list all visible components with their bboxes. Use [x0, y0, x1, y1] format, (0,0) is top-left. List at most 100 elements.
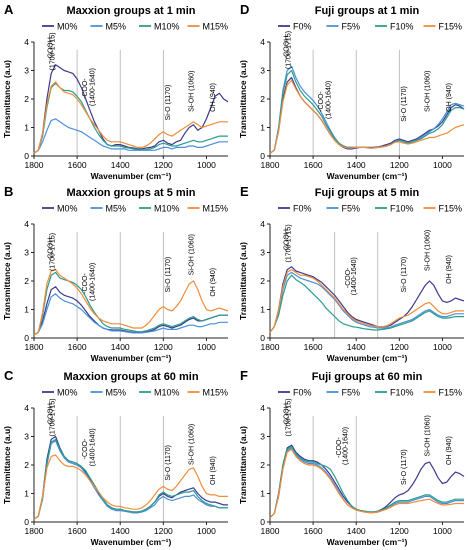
- peak-annotation: Si-O (1170): [165, 85, 172, 121]
- chart-title: Fuji groups at 5 min: [315, 187, 420, 199]
- legend-label: F15%: [439, 22, 463, 32]
- y-tick-label: 3: [24, 66, 29, 76]
- y-tick-label: 3: [260, 248, 265, 258]
- peak-annotation: Si-OH (1060): [425, 71, 432, 112]
- peak-annotation: (1400-1640): [325, 81, 332, 119]
- peak-annotation: -COO-: [345, 267, 352, 288]
- x-tick-label: 1400: [347, 342, 366, 352]
- peak-annotation: (1400-1640): [89, 428, 96, 466]
- peak-annotation: Si-O (1170): [401, 449, 408, 485]
- peak-annotation: -COO-: [82, 78, 89, 99]
- peak-annotation: OH (940): [446, 255, 453, 284]
- legend: F0% F5% F10% F15%: [278, 388, 462, 398]
- panel-letter: B: [4, 184, 13, 199]
- y-tick-label: 4: [24, 37, 29, 47]
- y-tick-label: 1: [24, 489, 29, 499]
- y-tick-label: 3: [260, 66, 265, 76]
- y-axis-label: Transmittance (a.u): [2, 426, 12, 504]
- chart-title: Fuji groups at 60 min: [312, 371, 423, 383]
- peak-annotation: -COO-: [82, 438, 89, 459]
- x-tick-label: 1000: [433, 526, 452, 536]
- legend-label: F10%: [390, 388, 414, 398]
- series-line-f15pct: [269, 79, 465, 154]
- peak-annotation: -COO-: [318, 91, 325, 112]
- x-tick-label: 1400: [347, 160, 366, 170]
- chart-title: Maxxion groups at 5 min: [67, 187, 196, 199]
- y-tick-label: 3: [260, 432, 265, 442]
- series-line-f5pct: [269, 65, 465, 154]
- legend-label: M10%: [154, 22, 180, 32]
- peak-annotation: OH (940): [446, 83, 453, 112]
- peak-annotation: OH (940): [446, 436, 453, 465]
- series-line-m10pct: [33, 82, 228, 154]
- y-tick-label: 4: [260, 403, 265, 413]
- y-axis-label: Transmittance (a.u): [238, 60, 248, 138]
- series-line-f10pct: [269, 274, 464, 333]
- x-axis-label: Wavenumber (cm⁻¹): [327, 353, 408, 363]
- x-tick-label: 1600: [68, 526, 87, 536]
- series-line-f5pct: [269, 447, 464, 519]
- peak-annotation: (1400-1640): [89, 263, 96, 301]
- peak-annotation: -COO-: [336, 437, 343, 458]
- y-tick-label: 2: [260, 276, 265, 286]
- y-axis-label: Transmittance (a.u): [2, 242, 12, 320]
- legend-label: F5%: [342, 388, 361, 398]
- x-tick-label: 1800: [261, 526, 280, 536]
- peak-annotation: -COOH: [47, 238, 54, 261]
- legend-label: F15%: [439, 204, 463, 214]
- y-tick-label: 2: [24, 276, 29, 286]
- y-axis-label: Transmittance (a.u): [238, 242, 248, 320]
- y-tick-label: 0: [260, 333, 265, 343]
- legend: F0% F5% F10% F15%: [278, 22, 462, 32]
- y-tick-label: 4: [24, 403, 29, 413]
- series-line-f10pct: [269, 445, 464, 519]
- chart-panel-c: C Maxxion groups at 60 min M0% M5% M10% M15% 0…: [2, 368, 228, 547]
- y-tick-label: 0: [24, 333, 29, 343]
- legend-label: F15%: [439, 388, 463, 398]
- legend-label: M5%: [106, 204, 127, 214]
- y-tick-label: 4: [24, 219, 29, 229]
- legend-label: F0%: [293, 388, 312, 398]
- peak-annotation: -COOH: [47, 37, 54, 60]
- legend-label: F0%: [293, 204, 312, 214]
- legend-label: M0%: [57, 388, 78, 398]
- y-tick-label: 3: [24, 248, 29, 258]
- peak-annotation: OH (940): [210, 83, 217, 112]
- y-tick-label: 0: [260, 151, 265, 161]
- x-tick-label: 1600: [304, 342, 323, 352]
- legend-label: M0%: [57, 22, 78, 32]
- series-line-m0pct: [33, 64, 229, 154]
- y-tick-label: 1: [260, 123, 265, 133]
- panel-letter: D: [240, 2, 249, 17]
- legend-label: F0%: [293, 22, 312, 32]
- series-line-m15pct: [33, 81, 228, 154]
- legend: M0% M5% M10% M15%: [42, 388, 228, 398]
- x-axis-label: Wavenumber (cm⁻¹): [91, 353, 172, 363]
- peak-annotation: (1700-1715): [49, 32, 56, 70]
- axes: [33, 42, 228, 157]
- x-tick-label: 1800: [261, 160, 280, 170]
- peak-annotation: -COOH: [47, 403, 54, 426]
- legend-label: F10%: [390, 204, 414, 214]
- y-tick-label: 2: [24, 94, 29, 104]
- y-tick-label: 2: [24, 460, 29, 470]
- x-tick-label: 1200: [154, 160, 173, 170]
- peak-annotation: (1700-1715): [49, 398, 56, 436]
- peak-annotation: Si-OH (1060): [189, 234, 196, 275]
- series-line-f15pct: [269, 448, 464, 519]
- x-tick-label: 1600: [68, 160, 87, 170]
- series-line-m15pct: [33, 454, 228, 520]
- axes: [269, 408, 464, 523]
- axes: [33, 408, 228, 523]
- legend-label: M15%: [203, 22, 229, 32]
- x-tick-label: 1400: [111, 342, 130, 352]
- peak-annotation: (1400-1640): [343, 427, 350, 465]
- x-tick-label: 1800: [25, 342, 44, 352]
- peak-annotation: (1400-1640): [351, 257, 358, 295]
- panel-letter: F: [240, 368, 248, 383]
